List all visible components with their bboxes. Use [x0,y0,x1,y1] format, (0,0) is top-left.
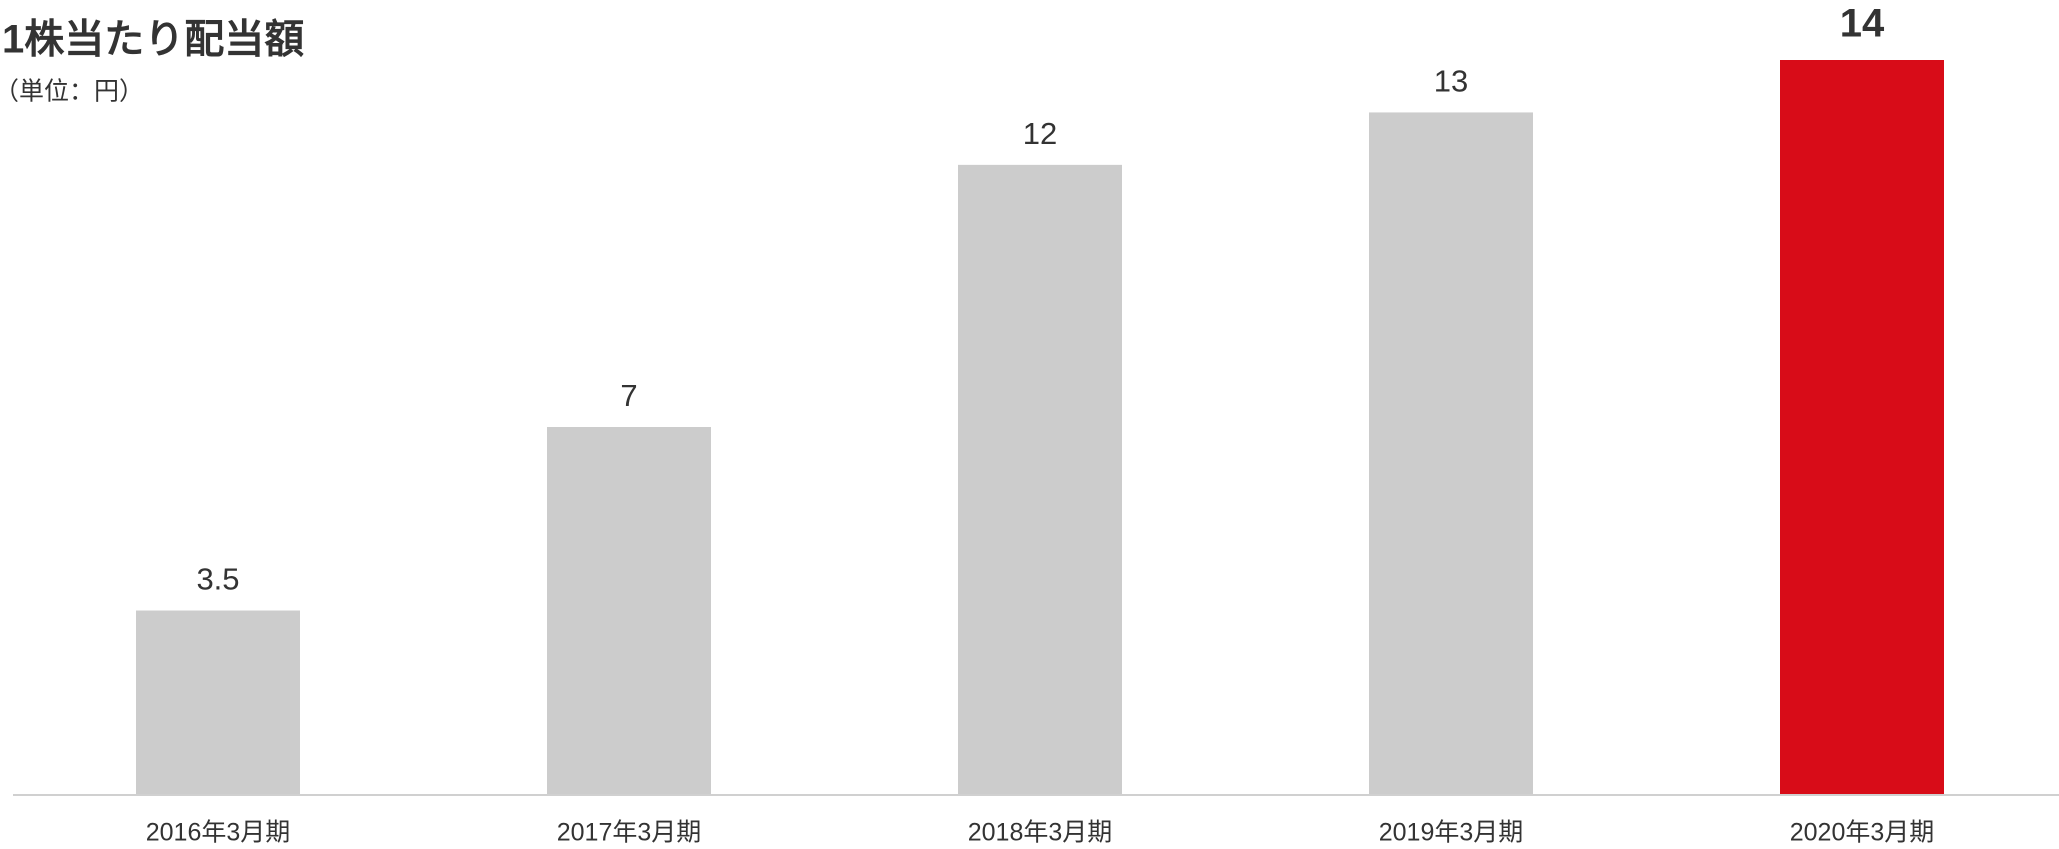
x-tick-label: 2017年3月期 [557,819,702,847]
value-label: 3.5 [196,562,239,597]
bar [547,427,711,794]
bar [136,610,300,794]
chart-subtitle: （単位：円） [0,78,144,106]
value-label: 7 [620,378,637,413]
x-tick-label: 2019年3月期 [1379,819,1524,847]
bar [958,164,1122,794]
x-tick-label: 2016年3月期 [146,819,291,847]
x-tick-label: 2020年3月期 [1790,819,1935,847]
value-label: 14 [1840,2,1885,46]
chart-title: 1株当たり配当額 [2,18,304,62]
value-label: 13 [1434,64,1468,99]
value-label: 12 [1023,116,1057,151]
x-tick-label: 2018年3月期 [968,819,1113,847]
bar [1369,112,1533,794]
bar [1780,60,1944,794]
